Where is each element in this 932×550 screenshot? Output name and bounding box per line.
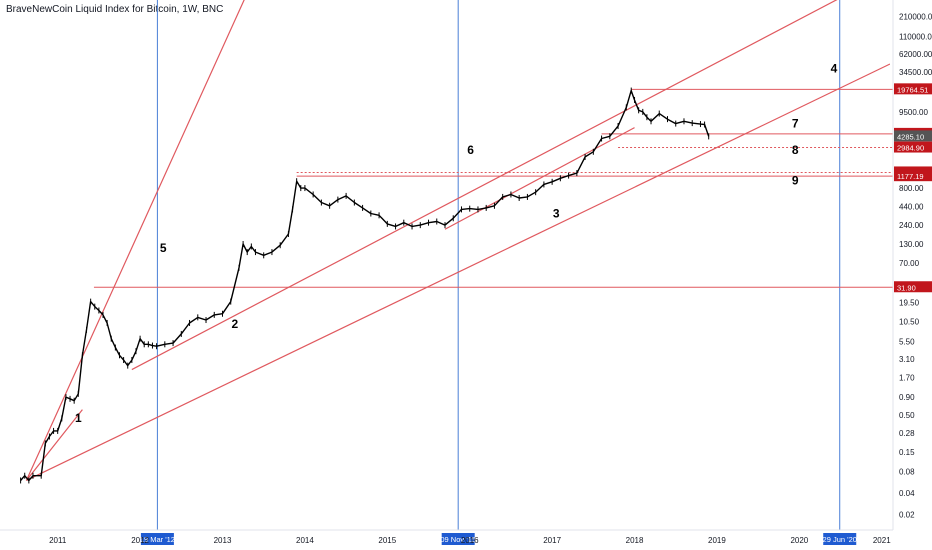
x-tick-label: 2017 [543,536,561,545]
x-tick-label: 2013 [214,536,232,545]
date-tag-label: 29 Jun '20 [823,535,857,544]
y-tick-label: 70.00 [899,259,920,268]
trendlines [25,0,890,481]
annotations: 1 2 3 4 5 6 7 8 9 [75,62,838,425]
x-tick-label: 2018 [626,536,644,545]
annotation-label-6: 6 [467,143,474,157]
x-tick-label: 2021 [873,536,891,545]
price-line [20,89,710,482]
trendline-2 [26,63,890,481]
date-tag [441,533,475,545]
price-level-tag [894,281,932,293]
vertical-markers: 19 Mar '12 09 Nov '15 29 Jun '20 [140,0,857,545]
date-tag-label: 09 Nov '15 [440,535,476,544]
y-tick-label: 10.50 [899,317,920,326]
y-tick-label: 1.70 [899,374,915,383]
chart-title: BraveNewCoin Liquid Index for Bitcoin, 1… [6,4,224,15]
price-series [20,87,710,484]
annotation-label-8: 8 [792,143,799,157]
price-level-tag-label: 19764.51 [897,85,928,94]
y-tick-label: 0.08 [899,468,915,477]
x-axis: 2011 2012 2013 2014 2015 2016 2017 2018 2019 2020… [0,529,893,545]
x-tick-label: 2020 [790,536,808,545]
y-tick-label: 19.50 [899,298,920,307]
y-tick-label: 3.10 [899,355,915,364]
horizontal-levels [93,88,893,288]
y-tick-label: 0.90 [899,393,915,402]
trendline-5 [25,0,245,481]
x-tick-label: 2015 [378,536,396,545]
x-tick-label: 2019 [708,536,726,545]
price-level-tag [894,170,932,182]
price-level-tag-label: 1177.19 [897,172,924,181]
annotation-label-4: 4 [831,62,838,76]
y-tick-label: 130.00 [899,240,924,249]
y-tick-label: 5.50 [899,337,915,346]
trendline-6 [131,0,838,371]
x-tick-label: 2012 [131,536,149,545]
y-tick-label: 0.15 [899,448,915,457]
date-tag [823,533,857,545]
y-tick-label: 800.00 [899,184,924,193]
trendline-3 [444,127,635,230]
annotation-label-2: 2 [232,317,239,331]
last-price-tag [894,130,932,142]
y-tick-label: 0.02 [899,510,915,519]
y-tick-label: 34500.00 [899,68,932,77]
annotation-label-7: 7 [792,117,799,131]
trendline-1 [25,409,83,481]
annotation-label-5: 5 [160,241,167,255]
y-tick-label: 440.00 [899,202,924,211]
last-price-tag-label: 4285.10 [897,132,924,141]
annotation-label-1: 1 [75,411,82,425]
price-level-tag-label: 31.90 [897,283,916,292]
annotation-label-9: 9 [792,173,799,187]
x-tick-label: 2016 [461,536,479,545]
x-tick-label: 2011 [49,536,67,545]
y-tick-label: 110000.00 [899,32,932,41]
y-axis: 210000.00 110000.00 62000.00 34500.00 19764.… [892,0,932,530]
y-tick-label: 240.00 [899,221,924,230]
price-level-tag [894,141,932,153]
y-tick-label: 62000.00 [899,50,932,59]
y-tick-label: 0.50 [899,411,915,420]
date-tag-label: 19 Mar '12 [140,535,175,544]
date-tag [140,533,174,545]
price-level-tag-label: 2984.90 [897,144,924,153]
y-tick-label: 210000.00 [899,13,932,22]
y-tick-label: 0.28 [899,429,915,438]
price-level-tag [894,83,932,95]
y-tick-label: 9500.00 [899,108,928,117]
annotation-label-3: 3 [553,206,560,220]
y-tick-label: 0.04 [899,489,915,498]
x-tick-label: 2014 [296,536,314,545]
